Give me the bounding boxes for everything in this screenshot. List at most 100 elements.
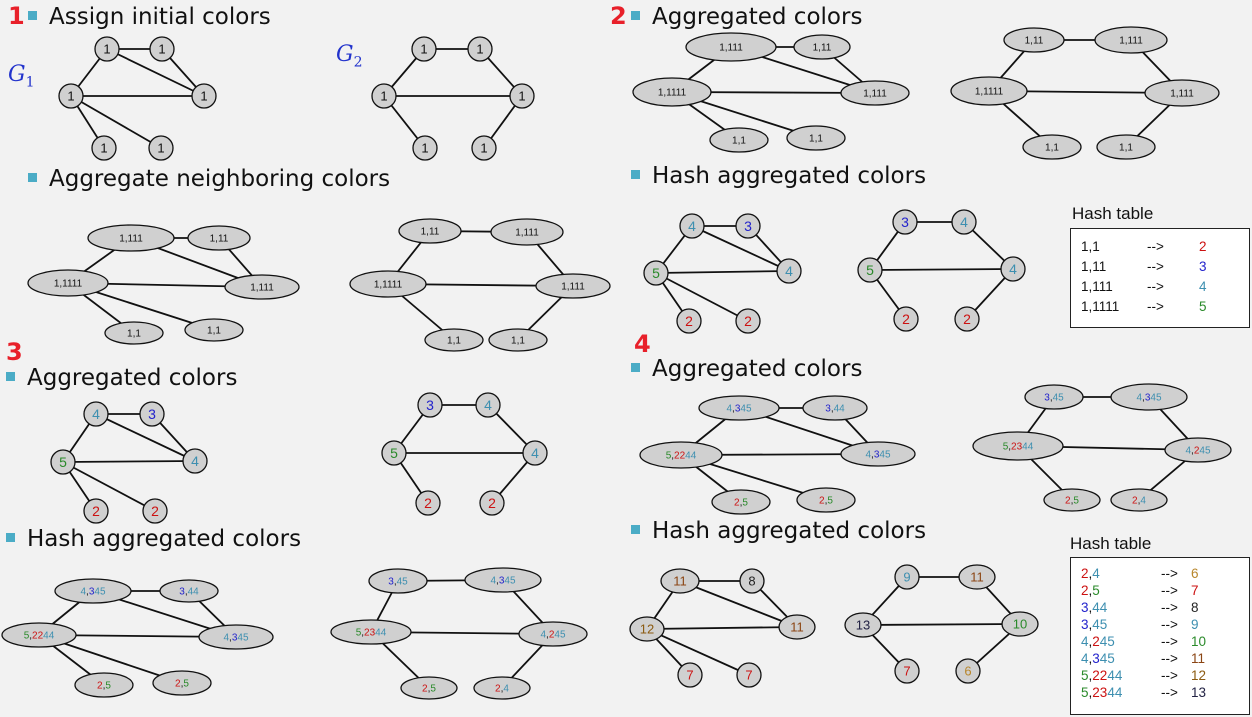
graph: 3 4 5 4 2 2	[857, 209, 1026, 332]
graph-node: 1,1	[1022, 134, 1082, 160]
step-title-text: Hash aggregated colors	[27, 526, 302, 552]
graph-node: 5	[50, 449, 76, 475]
node-label: 2	[488, 495, 496, 511]
node-label: 2,5	[819, 496, 833, 507]
graph-node: 3	[735, 213, 761, 239]
hash-table: 1,1 --> 2 1,11 --> 3 1,111 --> 4 1,1111 --> 5	[1070, 228, 1250, 328]
graph-node: 4	[182, 448, 208, 474]
graph-node: 1	[148, 135, 174, 161]
graph-node: 1	[149, 36, 175, 62]
hash-table-row: 5,2244 --> 12	[1071, 668, 1241, 684]
graph-node: 1,1	[184, 318, 244, 342]
graph-node: 6	[955, 658, 981, 684]
node-shape	[50, 449, 76, 475]
graph-node: 3,44	[159, 579, 219, 603]
hash-value: 13	[1191, 685, 1207, 700]
step-title-text: Aggregate neighboring colors	[49, 166, 391, 192]
hash-table-row: 1,1 --> 2	[1071, 239, 1241, 255]
graph-edge	[655, 270, 790, 274]
graph-node: 1	[412, 135, 438, 161]
node-label: 3	[744, 218, 752, 234]
graph: 1,11 1,111 1,1111 1,111 1,1 1,1	[349, 218, 611, 352]
node-shape	[629, 616, 665, 642]
node-label: 4,345	[80, 587, 105, 598]
node-label: 1	[518, 89, 525, 104]
graph: 3 4 5 4 2 2	[381, 392, 548, 516]
graph-node: 11	[958, 564, 996, 590]
node-shape	[475, 392, 501, 418]
node-label: 3	[901, 214, 909, 230]
node-shape	[776, 258, 802, 284]
node-shape	[951, 209, 977, 235]
graph-node: 1	[467, 36, 493, 62]
node-label: 4	[92, 406, 100, 422]
node-shape	[1144, 79, 1220, 107]
bullet-icon	[28, 173, 37, 182]
graph-node: 4,245	[518, 621, 588, 647]
node-shape	[27, 269, 109, 297]
graph-node: 1,1111	[632, 77, 712, 107]
node-shape	[1, 622, 77, 648]
graph-node: 1	[471, 135, 497, 161]
node-shape	[488, 328, 548, 352]
node-shape	[424, 328, 484, 352]
node-label: 11	[970, 570, 984, 585]
graph-node: 3,45	[1024, 384, 1084, 410]
node-label: 1,11	[1025, 36, 1044, 47]
graph-node: 1,1111	[950, 76, 1028, 106]
node-label: 2	[902, 311, 910, 327]
node-shape	[54, 578, 132, 604]
node-shape	[1001, 611, 1039, 637]
node-shape	[398, 218, 462, 244]
graph-node: 1,111	[87, 224, 175, 252]
node-label: 5	[390, 445, 398, 461]
node-shape	[58, 83, 84, 109]
node-shape	[148, 135, 174, 161]
node-shape	[464, 567, 542, 593]
graph-label-g2: G2	[336, 44, 363, 70]
node-label: 1,1	[1045, 143, 1059, 154]
node-label: 1	[480, 141, 487, 156]
graph-node: 2	[83, 498, 109, 524]
graph-node: 7	[736, 662, 762, 688]
bullet-icon	[631, 525, 640, 534]
hash-key: 1,111	[1081, 279, 1113, 294]
graph: 1 1 1 1 1 1	[58, 36, 217, 161]
node-shape	[739, 568, 765, 594]
node-shape	[1110, 383, 1188, 411]
graph-edge	[62, 461, 156, 512]
hash-table-row: 1,1111 --> 5	[1071, 299, 1241, 315]
node-shape	[467, 36, 493, 62]
node-shape	[74, 672, 134, 698]
hash-arrow: -->	[1161, 566, 1178, 581]
node-shape	[1110, 488, 1168, 512]
node-label: 3,44	[179, 587, 199, 598]
node-label: 3,45	[1044, 393, 1064, 404]
node-shape	[83, 401, 109, 427]
graph-node: 1,111	[1144, 79, 1220, 107]
node-shape	[139, 401, 165, 427]
node-shape	[415, 490, 441, 516]
node-label: 1,1111	[975, 87, 1004, 98]
node-shape	[796, 487, 856, 513]
node-shape	[1094, 26, 1168, 54]
graph-node: 2	[142, 498, 168, 524]
node-shape	[736, 662, 762, 688]
step-number: 1	[8, 2, 25, 30]
graph-node: 8	[739, 568, 765, 594]
graph-node: 2	[676, 308, 702, 334]
node-label: 5	[59, 454, 67, 470]
hash-arrow: -->	[1161, 634, 1178, 649]
node-shape	[793, 34, 851, 60]
graph-edge	[862, 623, 1021, 626]
hash-key: 3,44	[1081, 600, 1108, 615]
graph-node: 3	[139, 401, 165, 427]
graph-node: 5,2244	[1, 622, 77, 648]
graph-node: 4,345	[464, 567, 542, 593]
node-label: 11	[673, 574, 687, 589]
hash-table-row: 3,44 --> 8	[1071, 600, 1241, 616]
node-label: 1,11	[421, 227, 440, 238]
graph-node: 4,345	[54, 578, 132, 604]
graph-node: 2	[954, 306, 980, 332]
